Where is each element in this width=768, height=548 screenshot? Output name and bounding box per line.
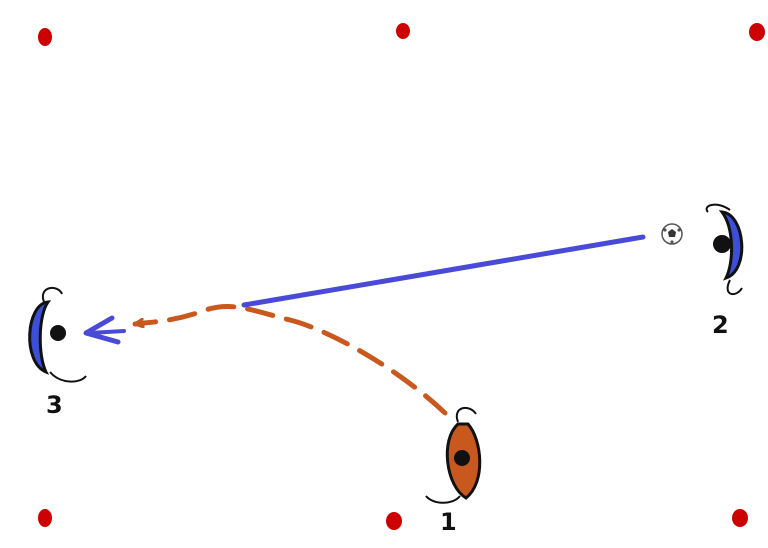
- player-label-3: 3: [46, 391, 63, 419]
- cone-marker-icon: [38, 28, 52, 46]
- run-path: [132, 304, 448, 416]
- soccer-ball-icon: [661, 223, 683, 245]
- cone-marker-icon: [38, 509, 52, 527]
- player-arm-icon: [49, 371, 87, 383]
- player-head-icon: [713, 235, 731, 253]
- player-arm-icon: [705, 203, 731, 213]
- pass-line: [241, 234, 646, 308]
- player-arm-icon: [425, 495, 461, 504]
- player-arm-icon: [726, 279, 743, 296]
- cones: [38, 23, 765, 530]
- pass-arrowhead: [83, 315, 121, 345]
- player-3: 3: [28, 286, 87, 419]
- player-icon: [28, 300, 52, 375]
- player-arm-icon: [455, 406, 477, 423]
- pass-arrow-shaft: [88, 329, 126, 335]
- cone-marker-icon: [386, 512, 402, 530]
- player-1: 1: [425, 406, 482, 536]
- player-label-1: 1: [440, 508, 457, 536]
- player-head-icon: [454, 450, 470, 466]
- player-icon: [718, 210, 744, 281]
- cone-marker-icon: [396, 23, 410, 39]
- player-label-2: 2: [712, 311, 729, 339]
- player-2: 2: [705, 203, 744, 339]
- cone-marker-icon: [732, 509, 748, 527]
- player-head-icon: [50, 325, 66, 341]
- cone-marker-icon: [749, 23, 765, 41]
- player-arm-icon: [41, 286, 63, 303]
